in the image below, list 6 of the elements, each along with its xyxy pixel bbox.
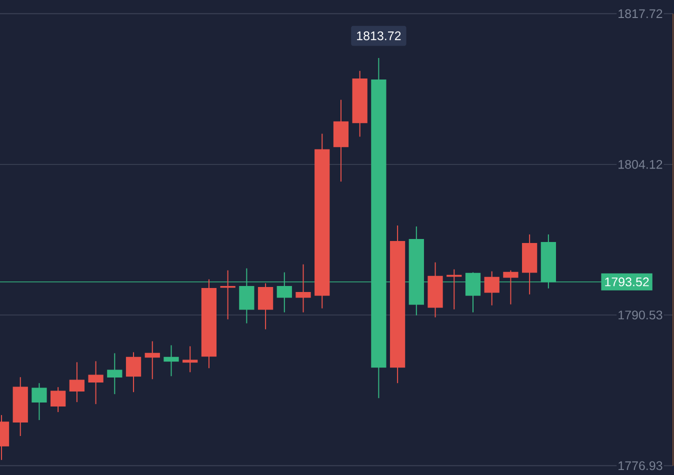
- y-tick-label: 1790.53: [618, 310, 662, 320]
- y-tick-label: 1804.12: [618, 160, 662, 169]
- ref-line-label: 1793.52: [605, 277, 649, 286]
- y-tick-label: 1817.72: [618, 9, 662, 18]
- annotation: 1813.72: [357, 31, 401, 40]
- y-tick-label: 1776.93: [618, 461, 662, 470]
